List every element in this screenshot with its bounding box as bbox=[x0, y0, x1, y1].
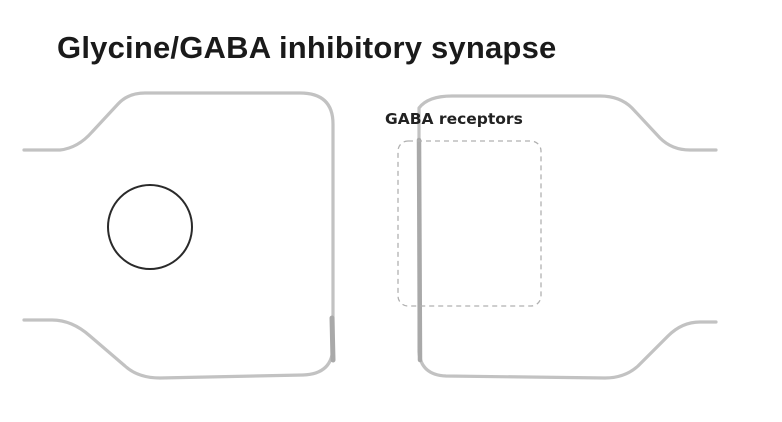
nucleus-circle bbox=[107, 184, 193, 270]
postsynaptic-density bbox=[416, 137, 423, 363]
diagram-title: Glycine/GABA inhibitory synapse bbox=[57, 30, 557, 65]
presynaptic-active-zone bbox=[329, 315, 336, 363]
presynaptic-membrane bbox=[22, 91, 335, 380]
receptor-highlight-box bbox=[397, 140, 542, 307]
postsynaptic-membrane bbox=[417, 94, 718, 380]
receptor-label: GABA receptors bbox=[385, 110, 523, 128]
